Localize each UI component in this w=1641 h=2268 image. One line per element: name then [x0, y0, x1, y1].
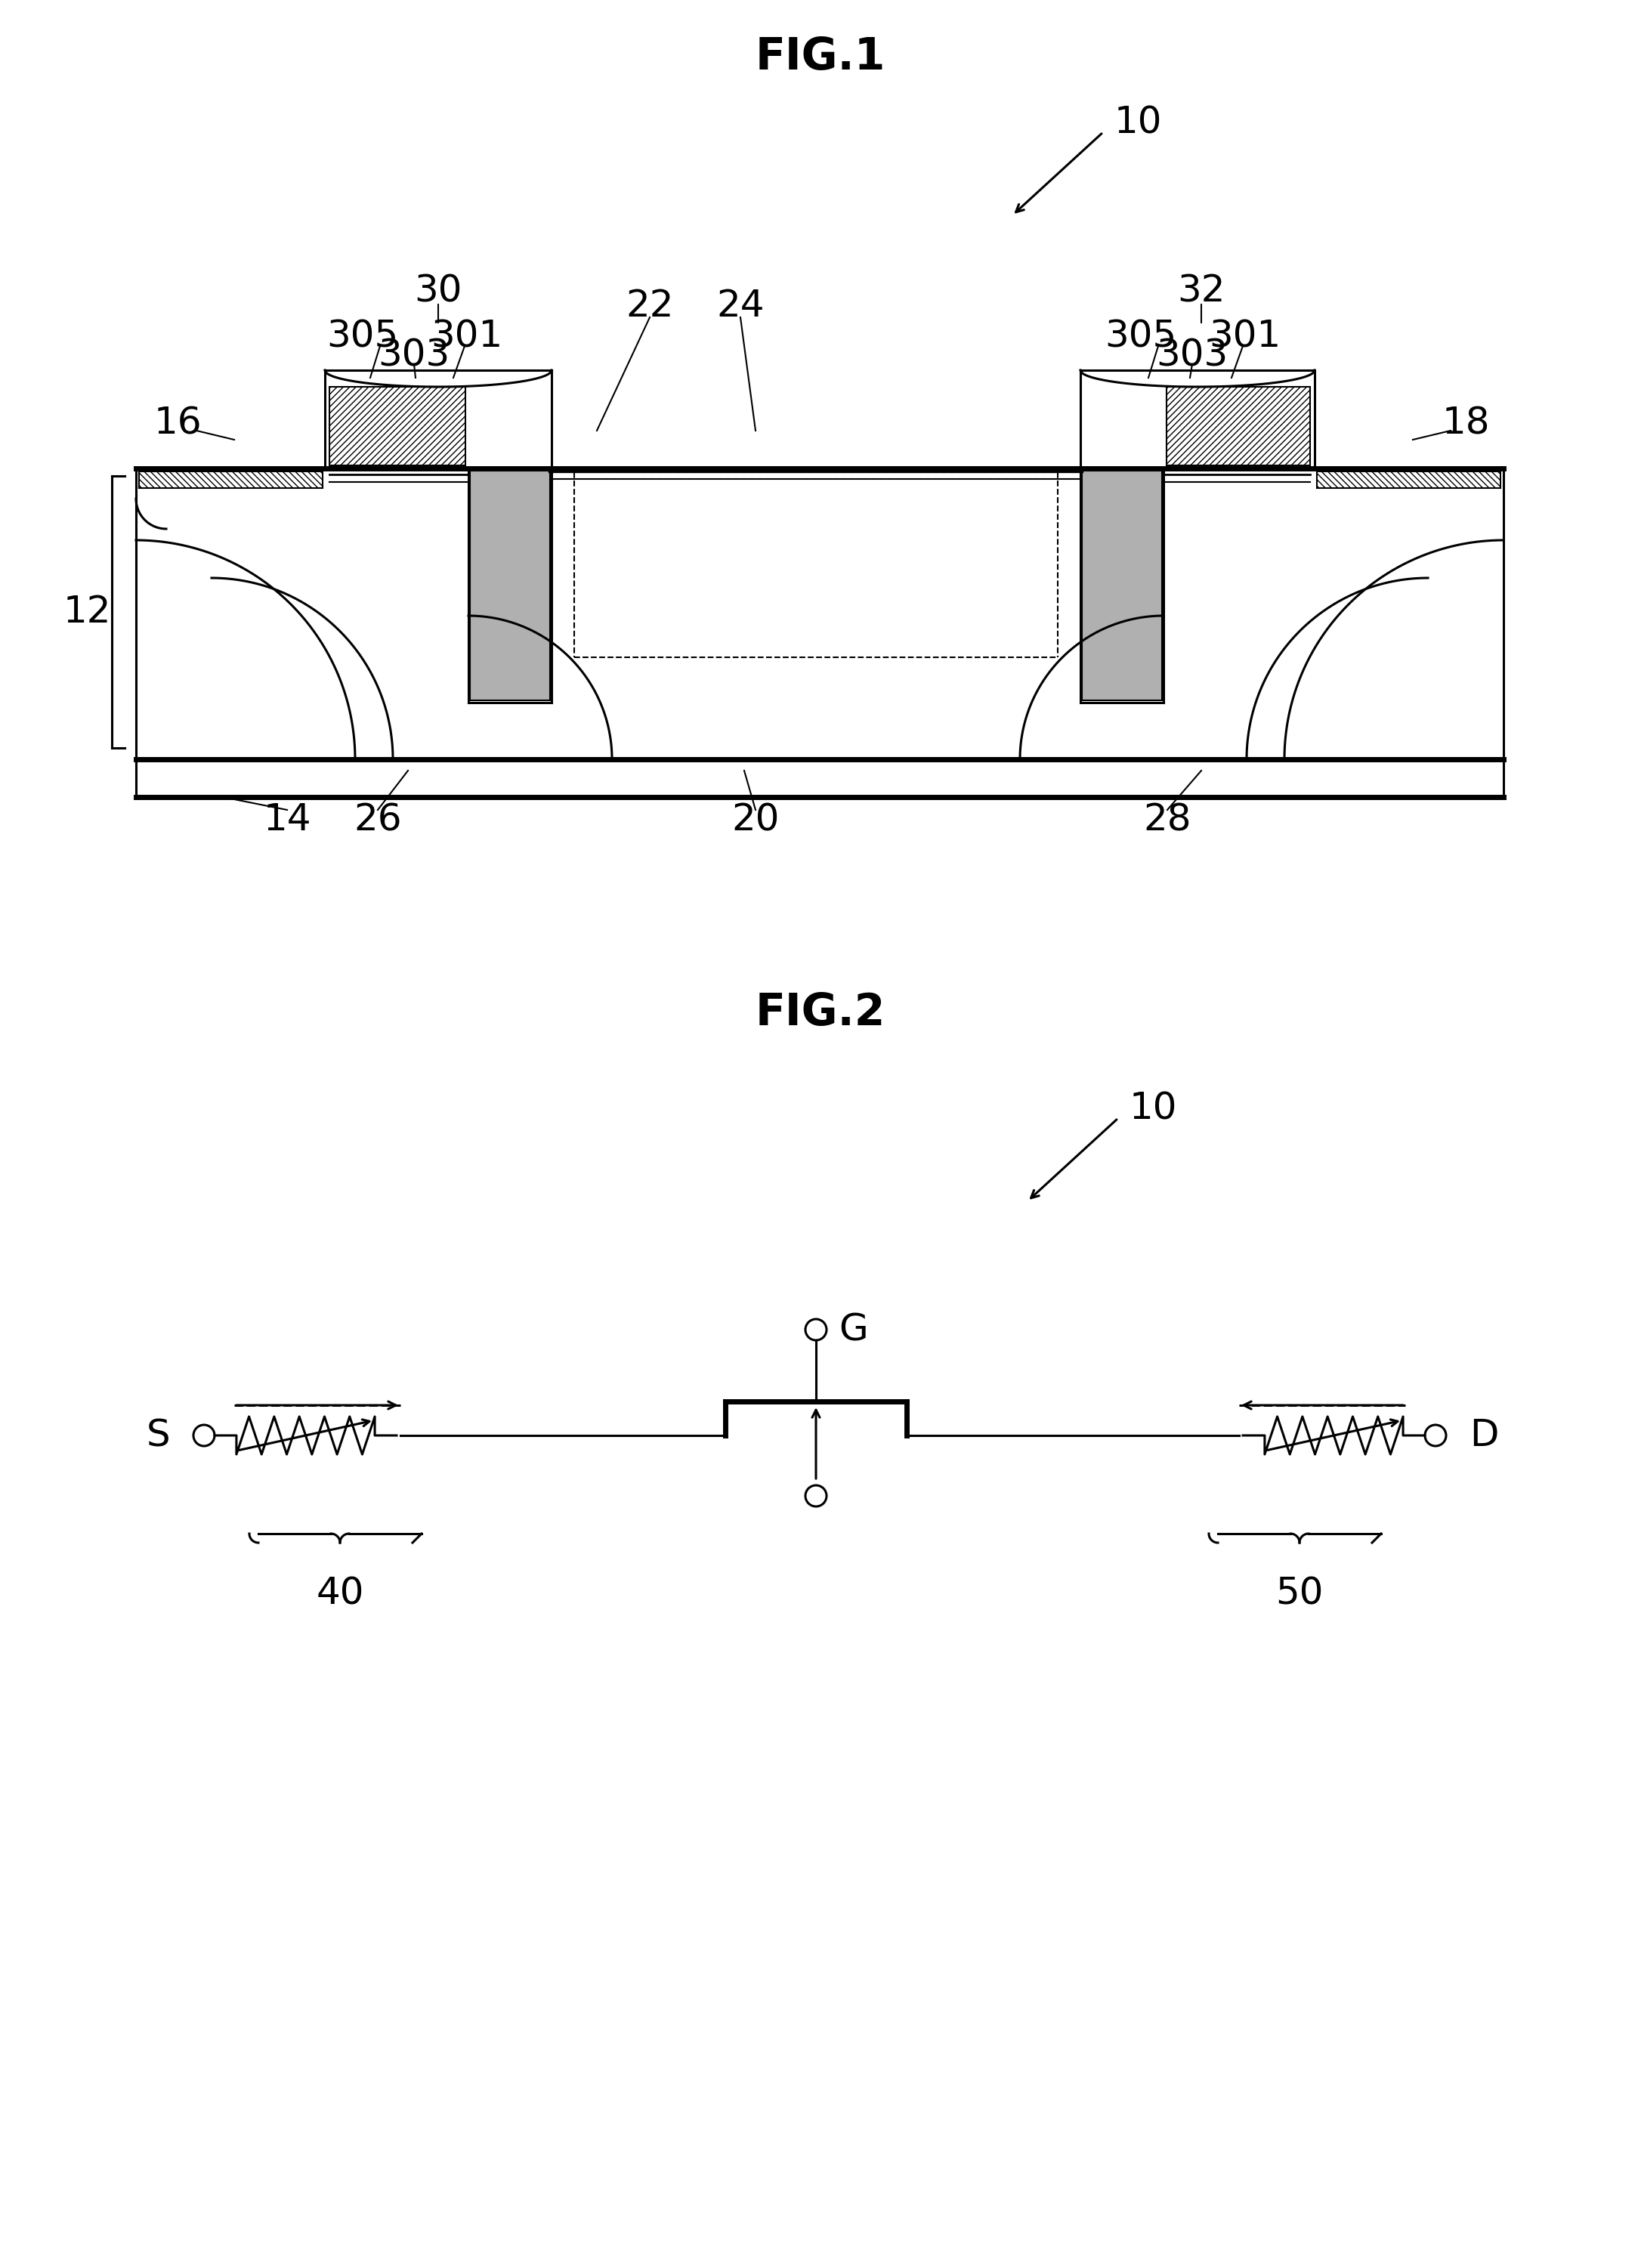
Polygon shape: [1081, 472, 1162, 701]
Polygon shape: [469, 472, 550, 701]
Text: 50: 50: [1275, 1576, 1324, 1613]
Text: 303: 303: [1157, 338, 1227, 374]
Text: 18: 18: [1442, 406, 1490, 442]
Text: 301: 301: [1209, 318, 1282, 354]
Text: 10: 10: [1129, 1091, 1178, 1127]
Text: 24: 24: [717, 288, 765, 324]
Text: 12: 12: [62, 594, 112, 631]
Text: 301: 301: [432, 318, 502, 354]
Text: 20: 20: [732, 801, 779, 837]
Text: 14: 14: [263, 801, 312, 837]
Text: 16: 16: [154, 406, 202, 442]
Text: 10: 10: [1114, 104, 1162, 141]
Text: FIG.2: FIG.2: [755, 991, 886, 1034]
Text: 30: 30: [414, 272, 463, 308]
Text: D: D: [1469, 1418, 1498, 1454]
Text: 32: 32: [1177, 272, 1226, 308]
Text: 28: 28: [1144, 801, 1191, 837]
Text: 40: 40: [317, 1576, 364, 1613]
Text: 305: 305: [327, 318, 399, 354]
Text: S: S: [146, 1418, 171, 1454]
Text: 305: 305: [1104, 318, 1177, 354]
Text: 26: 26: [354, 801, 402, 837]
Text: 22: 22: [625, 288, 674, 324]
Text: 303: 303: [377, 338, 450, 374]
Text: G: G: [839, 1311, 868, 1347]
Text: FIG.1: FIG.1: [755, 34, 886, 77]
